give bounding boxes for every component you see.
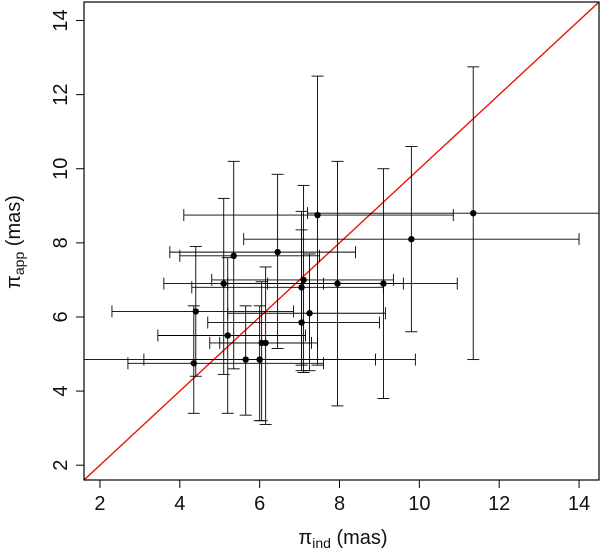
- plot-frame: [83, 1, 600, 481]
- x-axis-unit: (mas): [336, 527, 387, 549]
- data-point-17: [242, 356, 249, 363]
- reference-line: [84, 2, 599, 480]
- y-tick-label-2: 2: [50, 460, 72, 471]
- y-axis-subscript: app: [11, 252, 27, 276]
- error-bar-11: [111, 246, 295, 377]
- x-axis-label: πind (mas): [298, 527, 387, 550]
- data-point-13: [298, 319, 305, 326]
- y-axis-unit: (mas): [3, 195, 25, 246]
- data-point-19: [190, 360, 197, 367]
- error-bar-4: [169, 173, 356, 349]
- error-bar-10: [191, 210, 384, 366]
- error-bar-5: [179, 160, 320, 370]
- y-tick-label-8: 8: [50, 237, 72, 248]
- x-tick-label-6: 6: [254, 493, 265, 515]
- data-point-14: [224, 332, 231, 339]
- y-axis-label: πapp (mas): [3, 195, 27, 289]
- y-tick-label-12: 12: [50, 84, 72, 106]
- error-bar-1: [183, 75, 454, 366]
- x-tick-label-8: 8: [334, 493, 345, 515]
- error-bar-2: [307, 66, 599, 361]
- y-tick-label-6: 6: [50, 311, 72, 322]
- data-point-10: [298, 284, 305, 291]
- data-point-5: [230, 252, 237, 260]
- y-tick-label-4: 4: [50, 386, 72, 397]
- x-tick-label-10: 10: [408, 493, 430, 515]
- data-point-11: [192, 308, 199, 315]
- data-point-8: [334, 280, 341, 287]
- x-tick-label-4: 4: [174, 493, 185, 515]
- x-tick-label-14: 14: [568, 493, 590, 515]
- data-point-4: [274, 248, 281, 256]
- error-bar-19: [127, 305, 324, 414]
- data-point-12: [306, 310, 313, 317]
- error-bar-13: [207, 229, 380, 372]
- data-point-7: [220, 280, 227, 287]
- data-point-3: [408, 235, 415, 243]
- data-point-16: [258, 339, 265, 347]
- y-tick-label-14: 14: [50, 9, 72, 31]
- y-tick-label-10: 10: [50, 158, 72, 180]
- x-axis-subscript: ind: [312, 535, 331, 550]
- data-point-18: [256, 356, 263, 363]
- data-point-9: [380, 280, 387, 287]
- x-axis-symbol: π: [298, 527, 312, 549]
- x-tick-label-2: 2: [94, 493, 105, 515]
- data-point-1: [314, 211, 321, 219]
- y-axis-symbol: π: [3, 275, 25, 289]
- data-point-6: [300, 276, 307, 284]
- x-tick-label-12: 12: [488, 493, 510, 515]
- data-point-2: [470, 210, 477, 217]
